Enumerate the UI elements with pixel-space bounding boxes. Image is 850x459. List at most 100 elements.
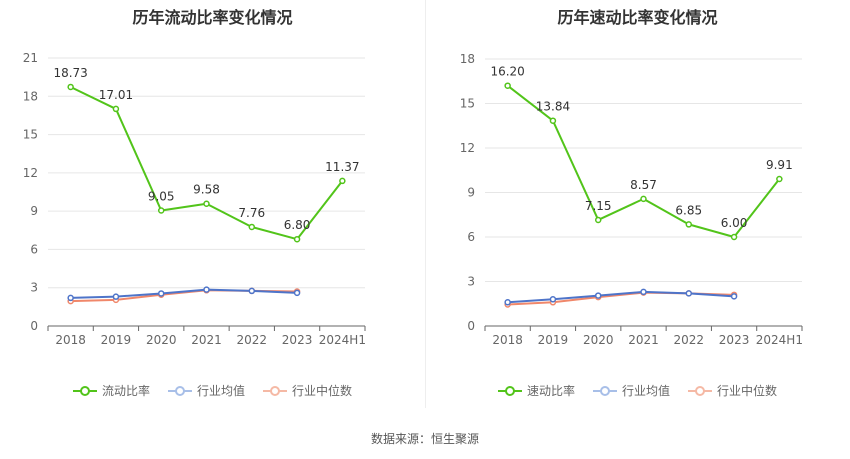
x-tick-label: 2023	[282, 333, 313, 347]
data-point	[594, 216, 602, 224]
legend-line-icon	[592, 385, 617, 396]
x-tick-label: 2022	[674, 333, 705, 347]
y-tick-label: 15	[23, 128, 38, 142]
data-label: 6.80	[284, 218, 311, 232]
current-ratio-plot: 0 3 6 9 12 15 18 21 2018 2019 2020 2021 2022 2023 2024…	[23, 51, 366, 347]
legend-line-icon	[263, 385, 287, 396]
x-tick-label: 2024H1	[319, 333, 366, 347]
series-line-0	[70, 86, 344, 241]
data-point	[203, 200, 210, 207]
y-tick-label: 12	[460, 141, 475, 155]
data-label: 6.85	[675, 203, 702, 217]
x-tick-label: 2018	[55, 333, 86, 347]
data-point	[203, 286, 210, 293]
legend-label: 行业均值	[196, 384, 245, 398]
legend-label: 流动比率	[101, 384, 150, 398]
legend-line-icon	[167, 385, 192, 396]
legend-line-icon	[688, 385, 712, 396]
y-tick-label: 6	[467, 230, 475, 244]
data-point	[730, 293, 738, 300]
x-tick-label: 2019	[101, 333, 132, 347]
data-label: 6.00	[721, 216, 748, 230]
data-source: 数据来源：恒生聚源	[370, 432, 479, 446]
y-tick-label: 18	[460, 52, 475, 66]
data-point	[776, 175, 783, 183]
y-tick-label: 0	[30, 319, 38, 333]
data-point	[157, 290, 165, 297]
y-tick-label: 3	[467, 275, 475, 289]
chart-panel-current-ratio: 历年流动比率变化情况 0 3 6 9 12 15 18 21 2018 2019 2020 2021 2…	[0, 0, 425, 420]
x-tick-label: 2022	[237, 333, 268, 347]
data-label: 7.76	[238, 206, 265, 220]
data-label: 9.58	[193, 183, 220, 197]
y-tick-label: 18	[23, 89, 38, 103]
legend-label: 速动比率	[526, 384, 575, 398]
legend-label: 行业均值	[621, 384, 670, 398]
series-line-1	[507, 290, 735, 304]
data-point	[504, 299, 511, 306]
y-tick-label: 9	[467, 186, 475, 200]
data-point	[112, 105, 120, 113]
legend-item-quick-ratio[interactable]: 速动比率	[497, 382, 575, 399]
data-point	[67, 83, 74, 91]
chart-title: 历年流动比率变化情况	[132, 8, 293, 27]
series-line-1	[70, 288, 298, 299]
data-label: 7.15	[585, 199, 612, 213]
data-point	[112, 293, 120, 300]
legend-line-icon	[72, 385, 97, 396]
data-label: 11.37	[325, 160, 359, 174]
legend-label: 行业中位数	[292, 384, 353, 398]
data-point	[685, 221, 693, 228]
data-point	[293, 289, 301, 297]
data-point	[640, 195, 647, 203]
legend-line-icon	[497, 385, 522, 396]
quick-ratio-plot: 0 3 6 9 12 15 18 2018 2019 2020 2021 2022 2023 2024H1…	[460, 52, 803, 347]
data-point	[67, 294, 74, 302]
data-label: 8.57	[630, 178, 657, 192]
data-point	[339, 177, 346, 185]
legend-item-industry-median[interactable]: 行业中位数	[688, 382, 777, 399]
y-tick-label: 9	[30, 204, 38, 218]
data-label: 17.01	[99, 88, 133, 102]
data-point	[730, 233, 738, 241]
y-tick-label: 12	[23, 166, 38, 180]
y-tick-label: 6	[30, 242, 38, 256]
y-tick-label: 0	[467, 319, 475, 333]
data-point	[685, 290, 693, 297]
data-point	[248, 223, 256, 231]
x-tick-label: 2021	[628, 333, 659, 347]
data-point	[640, 288, 647, 296]
x-tick-label: 2018	[492, 333, 523, 347]
x-tick-label: 2024H1	[756, 333, 803, 347]
x-tick-label: 2020	[146, 333, 177, 347]
panel-divider	[425, 0, 426, 408]
legend-item-industry-median[interactable]: 行业中位数	[263, 382, 352, 399]
data-point	[293, 235, 301, 243]
x-tick-label: 2019	[538, 333, 569, 347]
data-point	[549, 296, 557, 303]
y-tick-label: 3	[30, 281, 38, 295]
legend-item-current-ratio[interactable]: 流动比率	[72, 382, 150, 399]
legend: 流动比率 行业均值 行业中位数	[0, 382, 425, 399]
data-label: 16.20	[490, 65, 524, 79]
data-label: 13.84	[536, 100, 570, 114]
y-tick-label: 15	[460, 97, 475, 111]
legend-item-industry-mean[interactable]: 行业均值	[592, 382, 670, 399]
chart-title: 历年速动比率变化情况	[557, 8, 718, 27]
data-point	[549, 117, 557, 124]
x-tick-label: 2020	[583, 333, 614, 347]
data-label: 18.73	[53, 66, 87, 80]
chart-panel-quick-ratio: 历年速动比率变化情况 0 3 6 9 12 15 18 2018 2019 2020 2021 202…	[425, 0, 850, 420]
data-label: 9.91	[766, 158, 793, 172]
x-tick-label: 2021	[191, 333, 222, 347]
y-tick-label: 21	[23, 51, 38, 65]
legend-label: 行业中位数	[717, 384, 778, 398]
data-point	[594, 292, 602, 299]
x-tick-label: 2023	[719, 333, 750, 347]
data-label: 9.05	[148, 190, 175, 204]
data-point	[157, 207, 165, 214]
data-point	[504, 82, 511, 89]
legend: 速动比率 行业均值 行业中位数	[425, 382, 850, 399]
legend-item-industry-mean[interactable]: 行业均值	[167, 382, 245, 399]
data-point	[248, 287, 256, 295]
